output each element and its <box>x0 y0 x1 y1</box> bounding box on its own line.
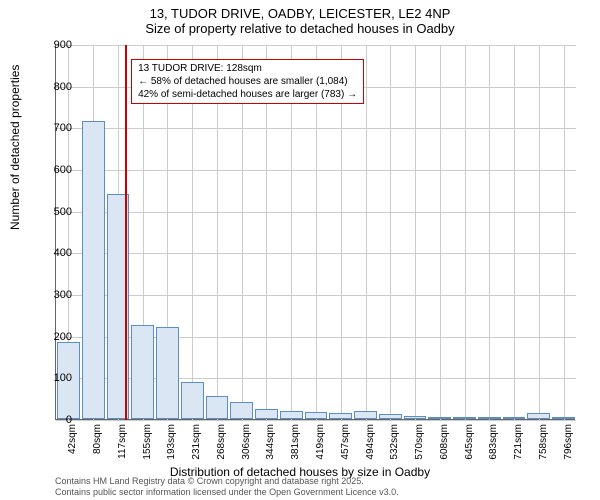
ytick-label: 100 <box>22 372 72 384</box>
xtick-label: 42sqm <box>67 424 78 474</box>
xtick-label: 570sqm <box>414 424 425 474</box>
xtick-label: 193sqm <box>166 424 177 474</box>
histogram-bar <box>453 417 476 419</box>
histogram-bar <box>255 409 278 419</box>
histogram-bar <box>527 413 550 419</box>
xtick-label: 608sqm <box>439 424 450 474</box>
histogram-bar <box>280 411 303 419</box>
histogram-bar <box>131 325 154 419</box>
xtick-label: 645sqm <box>464 424 475 474</box>
xtick-label: 117sqm <box>117 424 128 474</box>
footer-line2: Contains public sector information licen… <box>55 487 399 498</box>
annotation-line1: 13 TUDOR DRIVE: 128sqm <box>138 62 357 75</box>
gridline-v <box>440 45 441 420</box>
ytick-label: 500 <box>22 206 72 218</box>
xtick-label: 419sqm <box>315 424 326 474</box>
xtick-label: 494sqm <box>365 424 376 474</box>
xtick-label: 344sqm <box>265 424 276 474</box>
y-axis-label: Number of detached properties <box>8 65 22 230</box>
histogram-bar <box>428 417 451 419</box>
xtick-label: 796sqm <box>563 424 574 474</box>
xtick-label: 231sqm <box>191 424 202 474</box>
ytick-label: 600 <box>22 164 72 176</box>
gridline-v <box>366 45 367 420</box>
gridline-v <box>465 45 466 420</box>
xtick-label: 721sqm <box>513 424 524 474</box>
histogram-bar <box>230 402 253 419</box>
annotation-box: 13 TUDOR DRIVE: 128sqm← 58% of detached … <box>131 59 364 104</box>
histogram-bar <box>379 414 402 419</box>
histogram-bar <box>82 121 105 419</box>
chart-plot-area: 13 TUDOR DRIVE: 128sqm← 58% of detached … <box>55 45 575 420</box>
ytick-label: 300 <box>22 289 72 301</box>
histogram-bar <box>305 412 328 420</box>
ytick-label: 900 <box>22 39 72 51</box>
gridline-v <box>514 45 515 420</box>
chart-title-sub: Size of property relative to detached ho… <box>0 21 600 36</box>
chart-title-main: 13, TUDOR DRIVE, OADBY, LEICESTER, LE2 4… <box>0 6 600 21</box>
histogram-bar <box>354 411 377 419</box>
histogram-bar <box>503 417 526 419</box>
gridline-v <box>390 45 391 420</box>
xtick-label: 758sqm <box>538 424 549 474</box>
plot-area: 13 TUDOR DRIVE: 128sqm← 58% of detached … <box>55 45 575 420</box>
ytick-label: 0 <box>22 414 72 426</box>
ytick-label: 700 <box>22 122 72 134</box>
ytick-label: 800 <box>22 81 72 93</box>
gridline-v <box>415 45 416 420</box>
histogram-bar <box>206 396 229 419</box>
histogram-bar <box>156 327 179 419</box>
xtick-label: 155sqm <box>142 424 153 474</box>
ytick-label: 400 <box>22 247 72 259</box>
histogram-bar <box>478 417 501 419</box>
gridline-v <box>564 45 565 420</box>
xtick-label: 683sqm <box>488 424 499 474</box>
annotation-line2: ← 58% of detached houses are smaller (1,… <box>138 75 357 88</box>
annotation-line3: 42% of semi-detached houses are larger (… <box>138 88 357 101</box>
histogram-bar <box>181 382 204 420</box>
xtick-label: 306sqm <box>241 424 252 474</box>
xtick-label: 80sqm <box>92 424 103 474</box>
marker-line <box>125 45 127 420</box>
xtick-label: 532sqm <box>389 424 400 474</box>
xtick-label: 457sqm <box>340 424 351 474</box>
gridline-h <box>56 420 576 421</box>
gridline-v <box>539 45 540 420</box>
ytick-label: 200 <box>22 331 72 343</box>
histogram-bar <box>552 417 575 419</box>
xtick-label: 268sqm <box>216 424 227 474</box>
footer-attribution: Contains HM Land Registry data © Crown c… <box>55 476 399 498</box>
xtick-label: 381sqm <box>290 424 301 474</box>
histogram-bar <box>404 416 427 419</box>
footer-line1: Contains HM Land Registry data © Crown c… <box>55 476 399 487</box>
gridline-v <box>489 45 490 420</box>
histogram-bar <box>329 413 352 419</box>
